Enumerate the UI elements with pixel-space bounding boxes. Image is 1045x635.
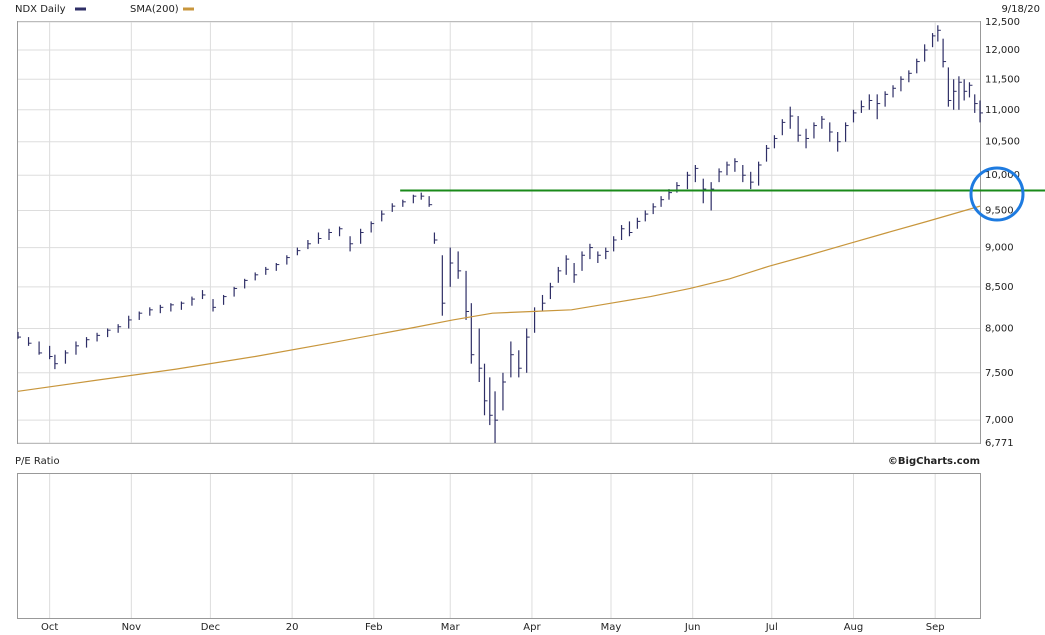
x-tick-label: Sep [926,622,945,633]
grid: 6,771 7,000 7,500 8,000 8,500 9,000 9,500 10,00… [18,17,1020,633]
x-tick-label: Feb [365,622,383,633]
date-label: 9/18/20 [1001,4,1040,15]
y-tick-label: 8,000 [985,323,1014,334]
sma-line [17,205,981,392]
y-tick-label: 6,771 [985,438,1014,449]
y-tick-label: 12,000 [985,45,1020,56]
x-tick-label: Jul [765,622,778,633]
legend-label: NDX Daily [15,4,66,15]
y-tick-label: 9,000 [985,243,1014,254]
price-panel [17,21,981,444]
credit: ©BigCharts.com [888,456,980,467]
x-tick-label: 20 [286,622,299,633]
y-tick-label: 8,500 [985,282,1014,293]
x-tick-label: Apr [523,622,541,633]
y-tick-label: 10,500 [985,137,1020,148]
panel-title: P/E Ratio [15,456,60,467]
x-tick-label: May [601,622,622,633]
x-tick-label: Oct [41,622,58,633]
x-tick-label: Nov [122,622,142,633]
y-tick-label: 12,500 [985,17,1020,28]
y-tick-label: 11,500 [985,74,1020,85]
y-tick-label: 11,000 [985,105,1020,116]
x-tick-label: Mar [441,622,461,633]
y-tick-label: 10,000 [985,170,1020,181]
y-tick-label: 7,000 [985,415,1014,426]
highlight-circle [969,166,1025,222]
pe-panel [17,473,981,619]
x-tick-label: Aug [844,622,864,633]
y-tick-label: 9,500 [985,205,1014,216]
marks [17,25,1045,443]
legend-label: SMA(200) [130,4,179,15]
x-tick-label: Jun [684,622,701,633]
x-tick-label: Dec [201,622,220,633]
y-tick-label: 7,500 [985,368,1014,379]
